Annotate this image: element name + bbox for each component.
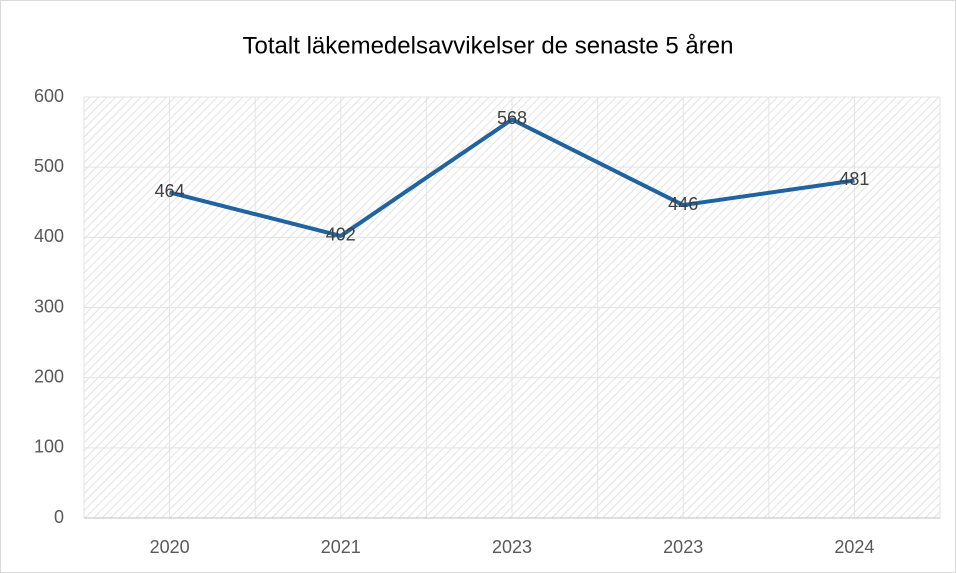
data-label: 464 xyxy=(155,181,185,201)
y-tick-label: 0 xyxy=(54,507,64,527)
y-tick-label: 300 xyxy=(34,296,64,316)
data-label: 446 xyxy=(668,194,698,214)
line-series xyxy=(169,117,855,238)
x-tick-label: 2023 xyxy=(492,537,532,557)
x-tick-label: 2021 xyxy=(321,537,361,557)
data-label: 481 xyxy=(839,169,869,189)
x-tick-label: 2024 xyxy=(834,537,874,557)
y-tick-label: 100 xyxy=(34,437,64,457)
x-tick-label: 2023 xyxy=(663,537,703,557)
data-label: 568 xyxy=(497,108,527,128)
data-label: 402 xyxy=(326,225,356,245)
y-tick-label: 400 xyxy=(34,226,64,246)
y-tick-label: 500 xyxy=(34,156,64,176)
chart-title: Totalt läkemedelsavvikelser de senaste 5… xyxy=(243,32,734,59)
y-tick-label: 600 xyxy=(34,86,64,106)
x-tick-label: 2020 xyxy=(150,537,190,557)
y-tick-label: 200 xyxy=(34,366,64,386)
